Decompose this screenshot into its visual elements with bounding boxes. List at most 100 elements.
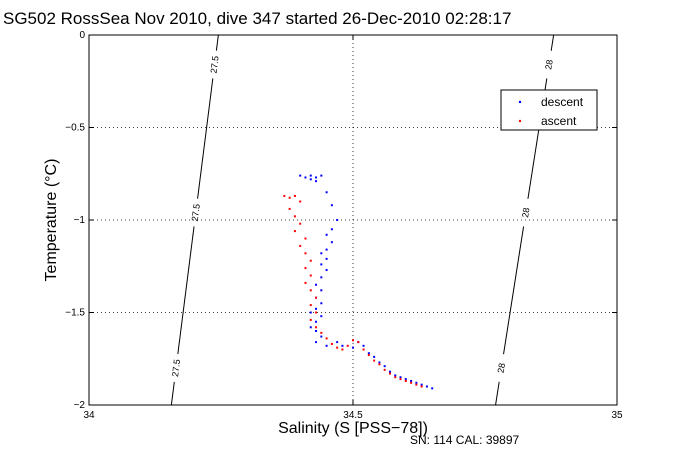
density-contour-line xyxy=(215,34,219,51)
data-point-descent xyxy=(394,374,397,377)
data-point-descent xyxy=(315,283,318,286)
data-point-ascent xyxy=(320,331,323,334)
data-point-ascent xyxy=(293,230,296,233)
data-point-ascent xyxy=(304,237,307,240)
data-point-descent xyxy=(325,191,328,194)
data-point-ascent xyxy=(378,363,381,366)
data-point-descent xyxy=(304,176,307,179)
data-point-descent xyxy=(420,383,423,386)
data-point-ascent xyxy=(388,372,391,375)
data-point-descent xyxy=(320,315,323,318)
data-point-ascent xyxy=(304,252,307,255)
serial-calibration: SN: 114 CAL: 39897 xyxy=(410,433,520,447)
x-axis-label: Salinity (S [PSS−78]) xyxy=(278,420,428,437)
density-contour-line xyxy=(197,78,214,199)
data-point-ascent xyxy=(293,194,296,197)
density-contour-label: 28 xyxy=(496,362,507,373)
data-point-ascent xyxy=(299,244,302,247)
data-point-descent xyxy=(330,204,333,207)
data-points xyxy=(283,174,434,390)
legend-label-descent: descent xyxy=(541,95,584,109)
data-point-ascent xyxy=(341,348,344,351)
y-tick-label: −1 xyxy=(74,215,86,226)
data-point-ascent xyxy=(315,311,318,314)
density-contours: 27.5 27.5 27.5 28 28 28 xyxy=(170,34,555,406)
data-point-ascent xyxy=(288,207,291,210)
data-point-descent xyxy=(352,346,354,349)
data-point-descent xyxy=(373,355,376,358)
data-point-descent xyxy=(404,378,407,381)
legend-box xyxy=(500,89,598,131)
data-point-ascent xyxy=(352,339,354,342)
x-tick-label: 34.5 xyxy=(343,410,363,421)
legend-marker-ascent xyxy=(518,119,522,123)
data-point-ascent xyxy=(399,378,402,381)
data-point-descent xyxy=(410,379,413,382)
data-point-descent xyxy=(383,365,386,368)
data-point-ascent xyxy=(330,342,333,345)
data-point-ascent xyxy=(357,341,360,344)
data-point-ascent xyxy=(299,222,302,225)
data-point-descent xyxy=(388,370,391,373)
data-point-descent xyxy=(378,361,381,364)
density-contour-line xyxy=(495,381,500,406)
axis-ticks: 34 34.5 35 0 −0.5 −1 −1.5 −2 xyxy=(65,30,623,421)
density-contour-line xyxy=(550,34,555,51)
data-point-descent xyxy=(315,320,318,323)
data-point-descent xyxy=(362,344,365,347)
density-contour-label: 27.5 xyxy=(190,203,202,222)
data-point-ascent xyxy=(336,346,339,349)
chart-title: SG502 RossSea Nov 2010, dive 347 started… xyxy=(3,9,511,28)
legend-label-ascent: ascent xyxy=(541,114,577,128)
x-tick-label: 34 xyxy=(83,410,95,421)
y-tick-label: 0 xyxy=(79,30,85,41)
legend: descent ascent xyxy=(500,89,598,131)
data-point-descent xyxy=(315,307,318,310)
density-contour-label: 27.5 xyxy=(170,359,182,378)
data-point-descent xyxy=(325,248,328,251)
data-point-descent xyxy=(315,176,318,179)
data-point-ascent xyxy=(373,359,376,362)
y-tick-label: −2 xyxy=(74,400,86,411)
data-point-descent xyxy=(325,268,328,271)
density-contour-label: 28 xyxy=(543,59,554,70)
legend-marker-descent xyxy=(518,100,522,104)
data-point-descent xyxy=(315,341,318,344)
data-point-ascent xyxy=(367,354,370,357)
data-point-ascent xyxy=(420,385,423,388)
data-point-descent xyxy=(415,381,418,384)
data-point-descent xyxy=(315,180,318,183)
data-point-descent xyxy=(320,289,323,292)
data-point-ascent xyxy=(383,368,386,371)
data-point-descent xyxy=(320,263,323,266)
density-contour-line xyxy=(503,226,525,355)
data-point-ascent xyxy=(309,259,312,262)
data-point-descent xyxy=(320,335,323,338)
data-point-descent xyxy=(341,344,344,347)
data-point-descent xyxy=(309,174,312,177)
density-contour-label: 27.5 xyxy=(209,55,221,74)
data-point-ascent xyxy=(315,296,318,299)
data-point-ascent xyxy=(315,326,318,329)
data-point-descent xyxy=(325,257,328,260)
data-point-descent xyxy=(330,241,333,244)
data-point-descent xyxy=(325,344,328,347)
data-point-ascent xyxy=(299,200,302,203)
data-point-ascent xyxy=(404,379,407,382)
data-point-descent xyxy=(431,387,434,390)
data-point-ascent xyxy=(309,304,312,307)
x-tick-label: 35 xyxy=(611,410,623,421)
y-axis-label: Temperature (°C) xyxy=(43,159,60,282)
data-point-ascent xyxy=(325,337,328,340)
data-point-descent xyxy=(325,233,328,236)
data-point-ascent xyxy=(304,281,307,284)
data-point-descent xyxy=(320,276,323,279)
data-point-descent xyxy=(315,330,318,332)
data-point-descent xyxy=(309,178,312,181)
data-point-ascent xyxy=(288,196,291,199)
data-point-ascent xyxy=(309,318,312,321)
density-contour-line xyxy=(170,381,175,406)
data-point-descent xyxy=(330,228,333,231)
data-point-ascent xyxy=(304,267,307,270)
